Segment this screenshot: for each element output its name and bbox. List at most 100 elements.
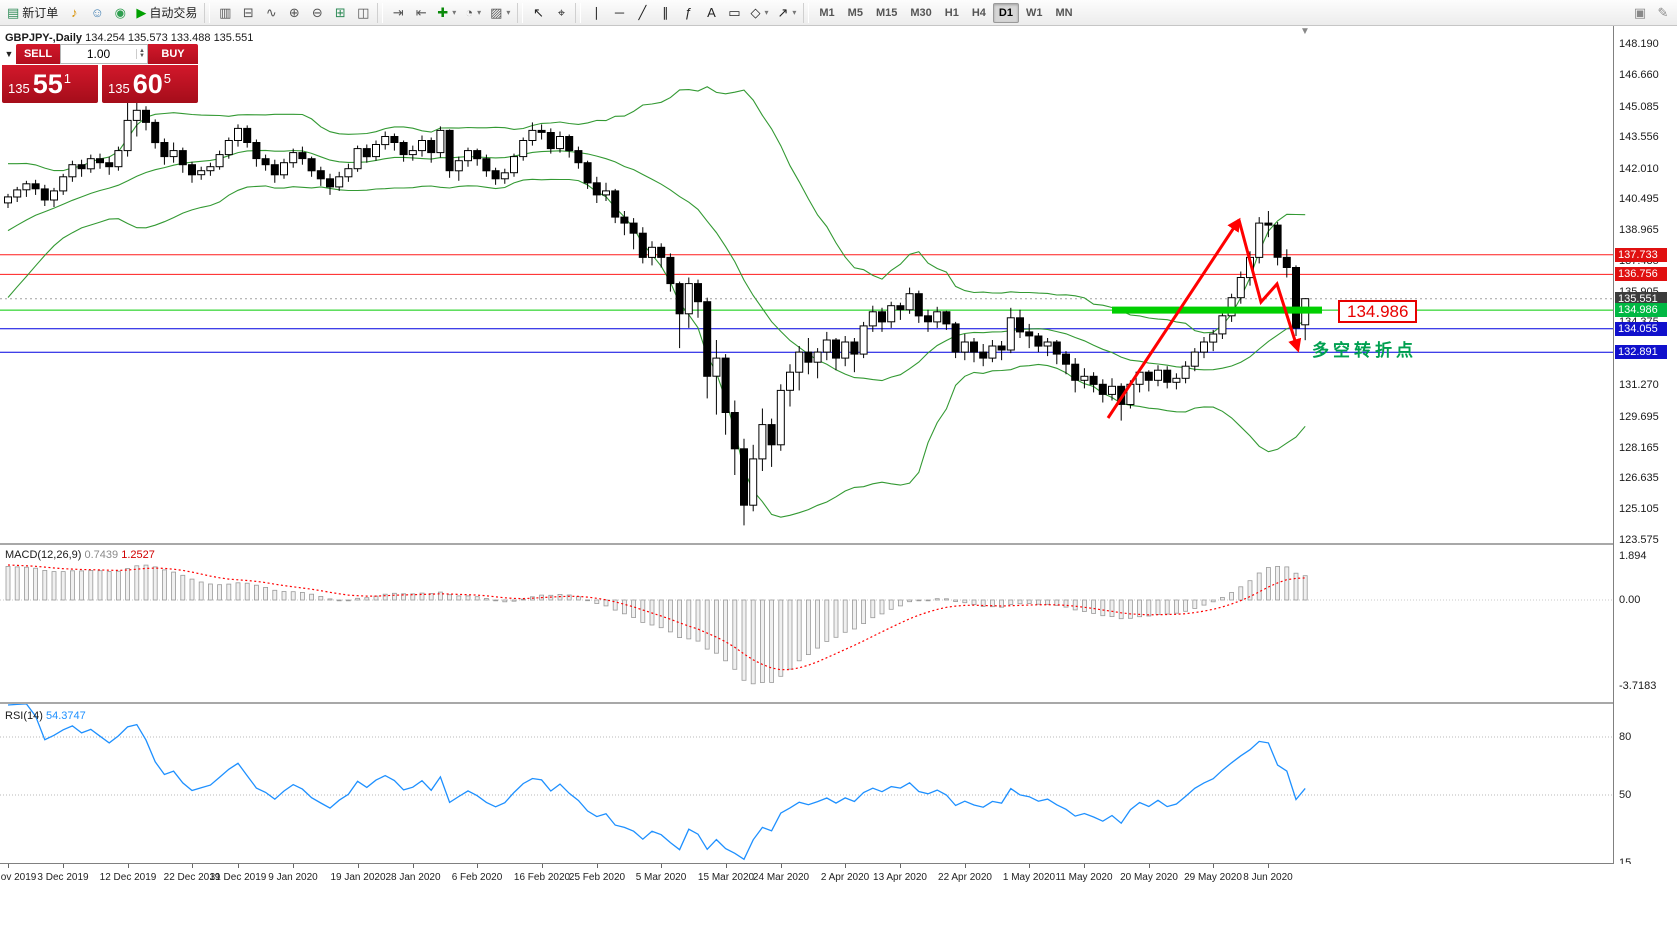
channel-tool-icon[interactable]: ∥: [654, 2, 676, 24]
sell-header[interactable]: SELL: [16, 44, 60, 64]
time-axis-line: [0, 863, 1677, 864]
bar-chart-mode-icon[interactable]: ▥: [214, 2, 236, 24]
metaeditor-icon[interactable]: ✎: [1652, 2, 1674, 24]
tile-windows-icon: ◫: [357, 4, 370, 20]
crosshair-icon[interactable]: ⌖: [550, 2, 572, 24]
volume-spinner[interactable]: ▲ ▼: [136, 48, 147, 59]
macd-panel[interactable]: [0, 545, 1613, 702]
chart-header: GBPJPY-,Daily 134.254 135.573 133.488 13…: [5, 32, 253, 44]
chart-shift-icon[interactable]: ⇤: [410, 2, 432, 24]
profile-icon: ☺: [90, 5, 104, 20]
periods-dropdown-icon: ▾: [477, 8, 482, 17]
new-chart-icon: ⊞: [334, 4, 346, 20]
macd-axis-tick: 1.894: [1619, 550, 1647, 562]
timeframe-button-mn[interactable]: MN: [1055, 6, 1073, 19]
vertical-line-tool-icon[interactable]: ∣: [585, 2, 607, 24]
price-callout-label[interactable]: 134.986: [1338, 300, 1418, 323]
rsi-splitter[interactable]: [0, 702, 1677, 704]
price-line-label: 134.055: [1615, 322, 1667, 336]
vertical-line-tool-icon: ∣: [593, 4, 600, 20]
macd-axis-tick: 0.00: [1619, 594, 1641, 606]
cursor-icon[interactable]: ↖: [527, 2, 549, 24]
indicators-icon[interactable]: ✚ ▾: [433, 2, 460, 24]
sound-alert-icon[interactable]: ♪: [63, 2, 85, 24]
buy-header[interactable]: BUY: [148, 44, 198, 64]
rsi-panel[interactable]: [0, 704, 1613, 863]
candle-chart-mode-icon: ⊟: [242, 4, 254, 20]
new-order-button[interactable]: ▤ 新订单: [3, 2, 62, 24]
price-tick: 125.105: [1619, 503, 1659, 515]
time-tick: [413, 864, 414, 868]
sell-button[interactable]: 135 55 1: [2, 65, 98, 103]
time-tick: [1084, 864, 1085, 868]
spinner-down-icon[interactable]: ▼: [139, 53, 145, 59]
macd-axis-tick: -3.7183: [1619, 680, 1657, 692]
time-label: 1 May 2020: [1002, 872, 1056, 883]
fibonacci-tool-icon: ƒ: [684, 5, 693, 20]
channel-tool-icon: ∥: [662, 4, 669, 20]
auto-trading-button[interactable]: ▶ 自动交易: [132, 2, 201, 24]
arrows-tool-icon: ↗: [777, 4, 789, 20]
line-chart-mode-icon[interactable]: ∿: [260, 2, 282, 24]
time-tick: [1149, 864, 1150, 868]
timeframe-button-h1[interactable]: H1: [944, 6, 959, 19]
trendline-tool-icon: ╱: [638, 4, 647, 20]
spinner-up-icon[interactable]: ▲: [139, 48, 145, 54]
timeframe-button-m15[interactable]: M15: [875, 6, 898, 19]
time-tick: [358, 864, 359, 868]
symbol-period-label: GBPJPY-,Daily: [5, 32, 83, 44]
volume-value[interactable]: 1.00: [86, 47, 111, 61]
candle-chart-mode-icon[interactable]: ⊟: [237, 2, 259, 24]
time-tick: [1213, 864, 1214, 868]
time-tick: [63, 864, 64, 868]
window-layout-icon[interactable]: ▣: [1629, 2, 1651, 24]
buy-button[interactable]: 135 60 5: [102, 65, 198, 103]
toolbar-separator: [517, 2, 524, 23]
macd-splitter[interactable]: [0, 543, 1677, 545]
price-axis[interactable]: 148.190 146.660 145.085 143.556 142.010 140.4…: [1613, 26, 1677, 869]
timeframe-button-m1[interactable]: M1: [819, 6, 835, 19]
timeframe-button-m30[interactable]: M30: [910, 6, 932, 19]
arrows-tool-icon[interactable]: ↗ ▾: [773, 2, 800, 24]
timeframe-button-d1[interactable]: D1: [992, 2, 1019, 23]
shapes-tool-icon[interactable]: ◇ ▾: [746, 2, 772, 24]
fibonacci-tool-icon[interactable]: ƒ: [677, 2, 699, 24]
crosshair-icon: ⌖: [557, 4, 566, 20]
label-tool-icon[interactable]: ▭: [723, 2, 745, 24]
time-label: 22 Dec 2019: [163, 872, 221, 883]
zoom-in-icon[interactable]: ⊕: [283, 2, 305, 24]
timeframe-button-m5[interactable]: M5: [847, 6, 863, 19]
label-tool-icon: ▭: [728, 4, 741, 20]
horizontal-line-tool-icon[interactable]: ─: [608, 2, 630, 24]
trendline-tool-icon[interactable]: ╱: [631, 2, 653, 24]
templates-icon[interactable]: ▨ ▾: [486, 2, 514, 24]
volume-input[interactable]: 1.00 ▲ ▼: [60, 44, 148, 64]
time-tick: [8, 864, 9, 868]
zoom-out-icon[interactable]: ⊖: [306, 2, 328, 24]
time-label: 25 Feb 2020: [568, 872, 626, 883]
time-tick: [900, 864, 901, 868]
time-tick: [1029, 864, 1030, 868]
turning-point-note[interactable]: 多空转折点: [1312, 341, 1417, 360]
periods-icon[interactable]: ◔ ▾: [461, 2, 485, 24]
price-tick: 131.270: [1619, 379, 1659, 391]
profile-icon[interactable]: ☺: [86, 2, 108, 24]
time-tick: [128, 864, 129, 868]
time-label: 31 Dec 2019: [209, 872, 267, 883]
new-chart-icon[interactable]: ⊞: [329, 2, 351, 24]
timeframe-button-h4[interactable]: H4: [971, 6, 986, 19]
support-icon[interactable]: ◉: [109, 2, 131, 24]
text-tool-icon[interactable]: A: [700, 2, 722, 24]
time-tick: [542, 864, 543, 868]
timeframe-button-w1[interactable]: W1: [1025, 6, 1043, 19]
tile-windows-icon[interactable]: ◫: [352, 2, 374, 24]
toolbar-separator: [377, 2, 384, 23]
auto-scroll-icon[interactable]: ⇥: [387, 2, 409, 24]
trade-panel-collapse-button[interactable]: ▼: [4, 49, 14, 59]
price-tick: 148.190: [1619, 38, 1659, 50]
price-chart[interactable]: [0, 26, 1613, 543]
time-tick: [726, 864, 727, 868]
price-tick: 138.965: [1619, 224, 1659, 236]
price-tick: 143.556: [1619, 131, 1659, 143]
